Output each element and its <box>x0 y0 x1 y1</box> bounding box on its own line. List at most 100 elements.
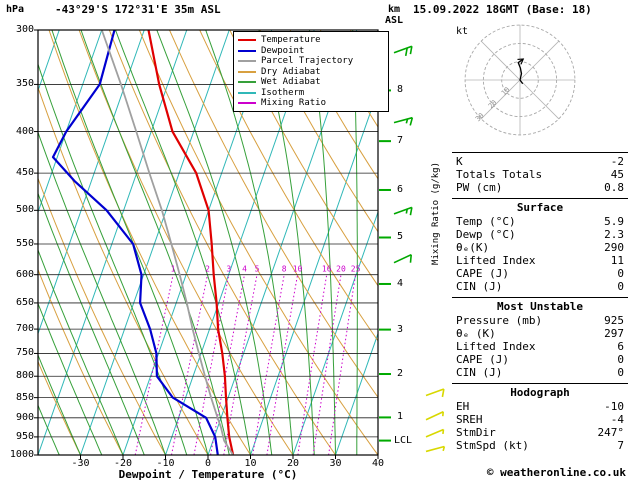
stat-row-lifted-index: Lifted Index 6 <box>456 340 624 353</box>
stat-label: K <box>456 155 463 168</box>
legend-swatch-parcel-trajectory <box>238 60 256 63</box>
legend-swatch-temperature <box>238 39 256 42</box>
temperature-tick-label: 10 <box>244 458 257 469</box>
stats-section-title-most-unstable: Most Unstable <box>496 300 584 313</box>
pressure-tick-label: 600 <box>15 268 34 280</box>
chart-legend: Temperature Dewpoint Parcel Trajectory Dry … <box>233 31 389 112</box>
hodograph-unit-label: kt <box>456 26 469 37</box>
legend-label: Wet Adiabat <box>261 77 321 88</box>
km-tick-label: 4 <box>397 277 404 289</box>
stat-row-k: K -2 <box>456 155 624 168</box>
legend-label: Parcel Trajectory <box>261 56 354 67</box>
altitude-axis-unit-km: km <box>388 4 401 15</box>
temperature-tick-label: 30 <box>329 458 342 469</box>
stat-row-cape-j: CAPE (J) 0 <box>456 267 624 280</box>
stat-row-stmspd-kt: StmSpd (kt) 7 <box>456 439 624 452</box>
stats-section-most-unstable: Most Unstable Pressure (mb) 925 θₑ (K) 297 Li… <box>452 297 628 383</box>
stat-value: -4 <box>610 413 624 426</box>
wind-barb <box>425 411 444 421</box>
pressure-tick-label: 800 <box>15 370 34 382</box>
stat-value: 297 <box>604 327 624 340</box>
stat-value: 0 <box>617 353 624 366</box>
mixing-ratio-value-label: 2 <box>205 265 210 274</box>
stat-label: CIN (J) <box>456 366 503 379</box>
datetime-title: 15.09.2022 18GMT (Base: 18) <box>413 3 592 16</box>
legend-swatch-wet-adiabat <box>238 81 256 84</box>
mixing-ratio-value-label: 8 <box>282 265 287 274</box>
stat-label: SREH <box>456 413 483 426</box>
legend-items: Temperature Dewpoint Parcel Trajectory Dry … <box>238 35 384 109</box>
stat-value: -2 <box>610 155 624 168</box>
stat-value: 5.9 <box>604 215 624 228</box>
stat-label: StmDir <box>456 426 496 439</box>
stat-label: θₑ (K) <box>456 327 496 340</box>
pressure-tick-label: 950 <box>15 430 34 442</box>
stat-label: Pressure (mb) <box>456 314 543 327</box>
mixing-ratio-value-label: 5 <box>255 265 260 274</box>
station-title: -43°29'S 172°31'E 35m ASL <box>55 3 221 16</box>
mixing-ratio-value-labels: 1 2 3 4 5 8 10 16 20 25 <box>171 265 361 274</box>
hodograph-trace-arrowhead <box>517 58 525 65</box>
legend-item-parcel-trajectory: Parcel Trajectory <box>238 56 384 67</box>
stat-label: Totals Totals <box>456 168 543 181</box>
stat-value: 11 <box>610 254 624 267</box>
stat-value: 6 <box>617 340 624 353</box>
temperature-tick-label: -20 <box>113 458 133 469</box>
stat-row-sreh: SREH -4 <box>456 413 624 426</box>
legend-item-dry-adiabat: Dry Adiabat <box>238 67 384 78</box>
legend-swatch-dry-adiabat <box>238 70 256 73</box>
stat-label: Dewp (°C) <box>456 228 516 241</box>
mixing-ratio-value-label: 25 <box>351 265 361 274</box>
pressure-tick-label: 1000 <box>9 449 34 460</box>
stat-label: CAPE (J) <box>456 267 509 280</box>
stat-value: 247° <box>597 426 625 439</box>
legend-item-temperature: Temperature <box>238 35 384 46</box>
km-tick-label: 1 <box>397 411 404 423</box>
legend-label: Temperature <box>261 35 321 46</box>
stat-value: 925 <box>604 314 624 327</box>
stat-row-pw-cm: PW (cm) 0.8 <box>456 181 624 194</box>
stat-value: 0 <box>617 280 624 293</box>
stat-label: CAPE (J) <box>456 353 509 366</box>
hodograph-spoke <box>480 40 521 81</box>
wind-barb <box>393 253 412 264</box>
legend-label: Isotherm <box>261 87 305 98</box>
copyright: © weatheronline.co.uk <box>486 466 626 479</box>
wind-barb <box>393 116 413 124</box>
pressure-tick-label: 300 <box>15 24 34 35</box>
stat-label: PW (cm) <box>456 181 503 194</box>
stat-row-pressure-mb: Pressure (mb) 925 <box>456 314 624 327</box>
stat-value: 0 <box>617 267 624 280</box>
mixing-ratio-value-label: 3 <box>226 265 231 274</box>
temperature-tick-label: 40 <box>371 458 385 469</box>
lcl-label: LCL <box>394 434 413 446</box>
hodograph-ring <box>482 42 558 118</box>
stat-value: 0 <box>617 366 624 379</box>
stat-row-cape-j: CAPE (J) 0 <box>456 353 624 366</box>
stat-row-dewp-c: Dewp (°C) 2.3 <box>456 228 624 241</box>
temperature-tick-label: -30 <box>71 458 90 469</box>
wind-barb <box>425 428 444 438</box>
hodograph-spoke <box>519 79 560 120</box>
isotherm-lines <box>38 30 378 455</box>
stat-value: 0.8 <box>604 181 624 194</box>
stat-label: StmSpd (kt) <box>456 439 529 452</box>
temperature-curve <box>147 30 235 455</box>
stats-section-indices: K -2 Totals Totals 45 PW (cm) 0.8 <box>452 152 628 198</box>
stat-label: Lifted Index <box>456 340 536 353</box>
stat-label: EH <box>456 400 470 413</box>
stats-section-title-surface: Surface <box>516 201 564 214</box>
km-tick-label: 7 <box>397 135 404 147</box>
stat-row-stmdir: StmDir 247° <box>456 426 624 439</box>
km-tick-label: 6 <box>397 183 404 195</box>
wind-barb <box>393 45 413 54</box>
dewpoint-curve <box>51 30 219 455</box>
wind-barb <box>425 445 445 453</box>
pressure-tick-label: 850 <box>15 391 34 403</box>
km-tick-label: 3 <box>397 323 404 335</box>
stat-row-eh: EH -10 <box>456 400 624 413</box>
legend-swatch-dewpoint <box>238 49 256 52</box>
mixing-ratio-value-label: 16 <box>322 265 332 274</box>
stat-label: θₑ(K) <box>456 241 490 254</box>
